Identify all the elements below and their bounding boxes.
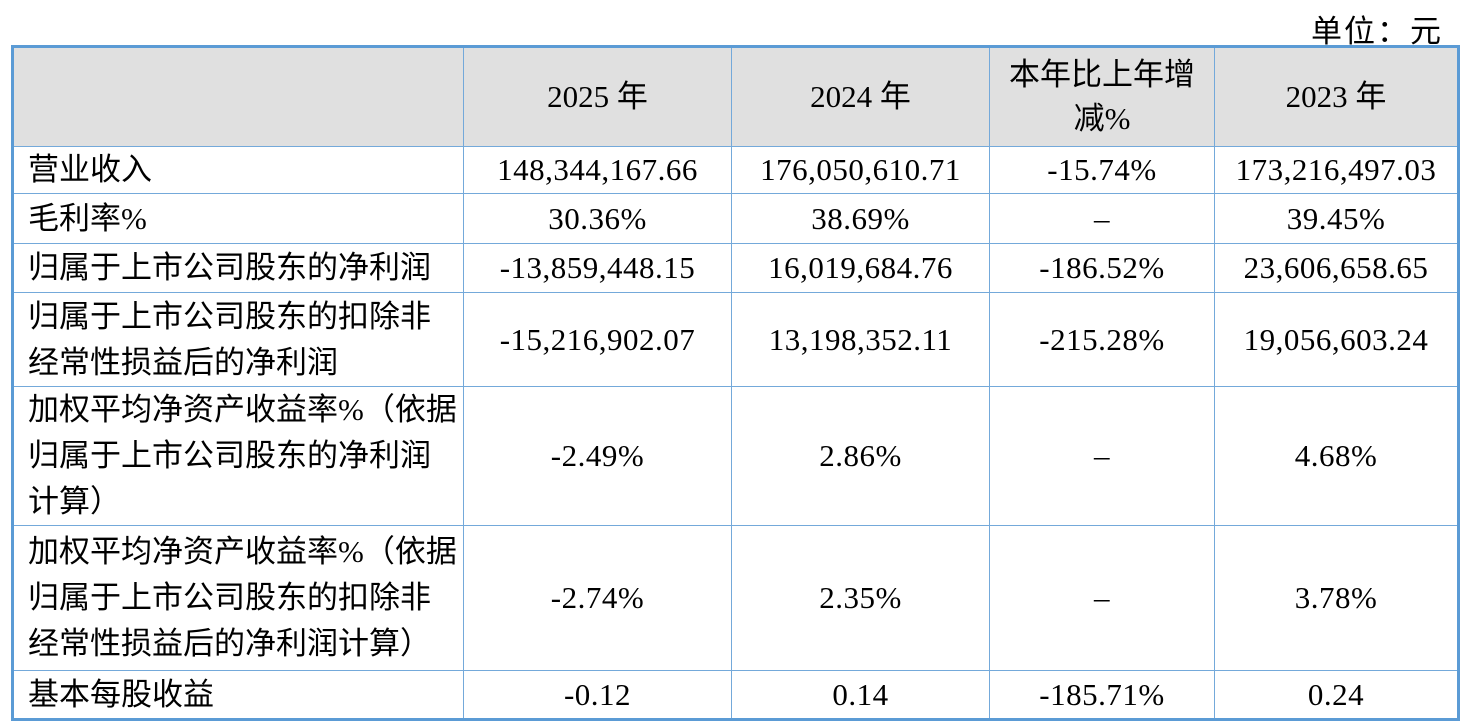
value-change: -15.74% <box>989 146 1215 194</box>
header-corner-cell <box>12 46 464 147</box>
value-2025: -13,859,448.15 <box>463 243 732 293</box>
value-change: – <box>989 525 1215 671</box>
financial-summary-table: 2025 年 2024 年 本年比上年增 减% 2023 年 营业收入 148,3… <box>11 45 1460 721</box>
value-2023: 3.78% <box>1214 525 1459 671</box>
value-2024: 2.35% <box>731 525 990 671</box>
row-label: 加权平均净资产收益率%（依据 归属于上市公司股东的扣除非 经常性损益后的净利润计算） <box>12 525 464 671</box>
value-2024: 176,050,610.71 <box>731 146 990 194</box>
value-2024: 2.86% <box>731 386 990 526</box>
value-2024: 0.14 <box>731 670 990 720</box>
table-row-net-profit: 归属于上市公司股东的净利润 -13,859,448.15 16,019,684.… <box>12 243 1459 293</box>
value-2025: 148,344,167.66 <box>463 146 732 194</box>
header-col-2023: 2023 年 <box>1214 46 1459 147</box>
unit-label: 单位：元 <box>1311 14 1443 49</box>
table-row-basic-eps: 基本每股收益 -0.12 0.14 -185.71% 0.24 <box>12 670 1459 720</box>
value-2023: 19,056,603.24 <box>1214 292 1459 387</box>
row-label: 毛利率% <box>12 193 464 244</box>
value-2025: -2.49% <box>463 386 732 526</box>
value-change: – <box>989 386 1215 526</box>
value-change: -185.71% <box>989 670 1215 720</box>
table-row-weighted-avg-roe: 加权平均净资产收益率%（依据 归属于上市公司股东的净利润 计算） -2.49% 2.… <box>12 386 1459 526</box>
table-row-revenue: 营业收入 148,344,167.66 176,050,610.71 -15.7… <box>12 146 1459 194</box>
value-2025: -0.12 <box>463 670 732 720</box>
value-2025: 30.36% <box>463 193 732 244</box>
value-2023: 39.45% <box>1214 193 1459 244</box>
value-2024: 16,019,684.76 <box>731 243 990 293</box>
row-label: 基本每股收益 <box>12 670 464 720</box>
value-2023: 0.24 <box>1214 670 1459 720</box>
table-row-weighted-avg-roe-excl-nonrecurring: 加权平均净资产收益率%（依据 归属于上市公司股东的扣除非 经常性损益后的净利润计算）… <box>12 525 1459 671</box>
value-2023: 173,216,497.03 <box>1214 146 1459 194</box>
value-2025: -15,216,902.07 <box>463 292 732 387</box>
value-2025: -2.74% <box>463 525 732 671</box>
row-label: 加权平均净资产收益率%（依据 归属于上市公司股东的净利润 计算） <box>12 386 464 526</box>
header-col-2025: 2025 年 <box>463 46 732 147</box>
row-label: 归属于上市公司股东的净利润 <box>12 243 464 293</box>
value-2023: 23,606,658.65 <box>1214 243 1459 293</box>
header-col-change: 本年比上年增 减% <box>989 46 1215 147</box>
table-header-row: 2025 年 2024 年 本年比上年增 减% 2023 年 <box>12 46 1459 147</box>
value-2024: 13,198,352.11 <box>731 292 990 387</box>
value-2023: 4.68% <box>1214 386 1459 526</box>
value-change: – <box>989 193 1215 244</box>
row-label: 营业收入 <box>12 146 464 194</box>
value-change: -186.52% <box>989 243 1215 293</box>
row-label: 归属于上市公司股东的扣除非 经常性损益后的净利润 <box>12 292 464 387</box>
header-col-2024: 2024 年 <box>731 46 990 147</box>
value-change: -215.28% <box>989 292 1215 387</box>
value-2024: 38.69% <box>731 193 990 244</box>
table-row-gross-margin: 毛利率% 30.36% 38.69% – 39.45% <box>12 193 1459 244</box>
table-row-net-profit-excl-nonrecurring: 归属于上市公司股东的扣除非 经常性损益后的净利润 -15,216,902.07 1… <box>12 292 1459 387</box>
